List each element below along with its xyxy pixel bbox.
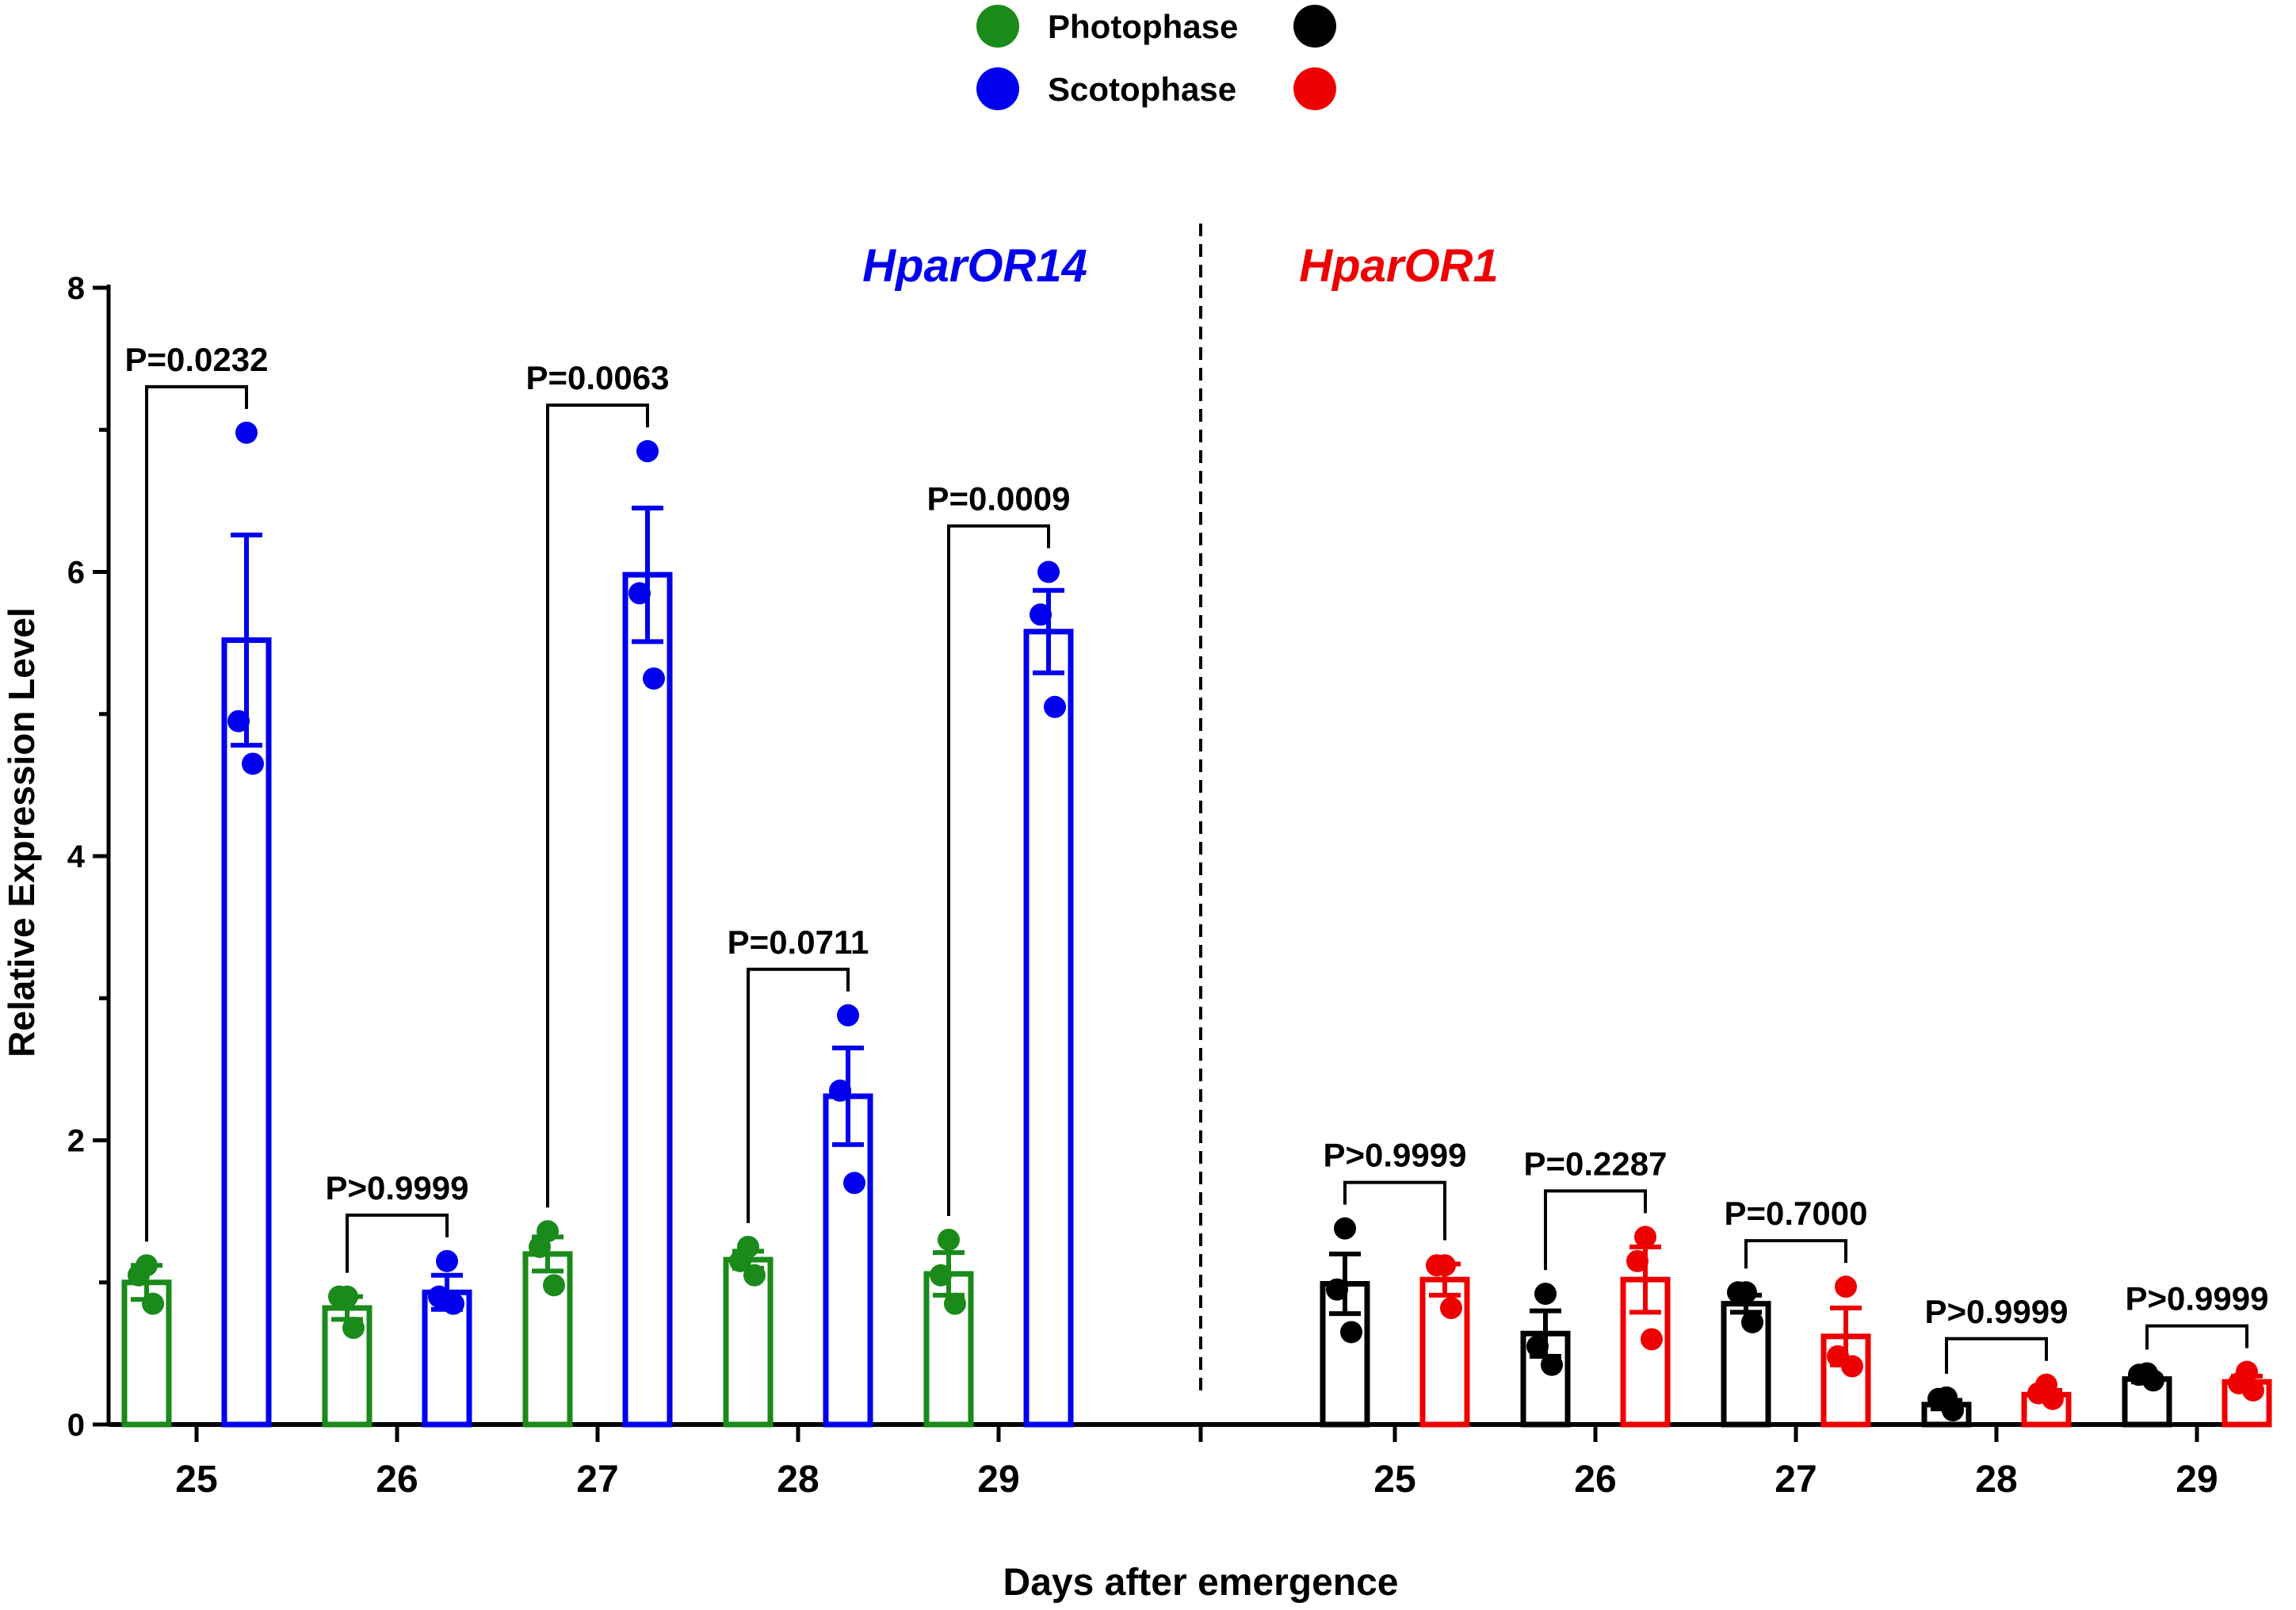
p-value-label: P=0.0063 [525, 359, 669, 396]
significance-bracket [2145, 1324, 2248, 1350]
p-value-label: P>0.9999 [2125, 1280, 2268, 1317]
photophase-point [543, 1274, 565, 1297]
scotophase-point [227, 709, 250, 732]
photophase-point [529, 1235, 551, 1258]
scotophase-point [1835, 1275, 1857, 1298]
photophase-point [938, 1228, 960, 1251]
x-axis-label: Days after emergence [1003, 1562, 1399, 1604]
scotophase-point [829, 1079, 851, 1102]
bar-groups: HparOR14 P=0.0232 25 P>0.9999 26 P=0.0063 27 P=… [121, 240, 2272, 1501]
photophase-point [1534, 1283, 1557, 1306]
y-axis-label: Relative Expression Level [1, 607, 42, 1057]
scotophase-point [1641, 1328, 1663, 1351]
gene-title: HparOR14 [862, 240, 1087, 292]
y-tick-label: 4 [67, 839, 86, 874]
gene-group: HparOR14 P=0.0232 25 P>0.9999 26 P=0.0063 27 P=… [121, 240, 1087, 1501]
significance-bracket [546, 403, 649, 1208]
scotophase-point [837, 1004, 859, 1027]
x-tick-label: 26 [376, 1459, 418, 1501]
scotophase-point [442, 1292, 464, 1315]
legend-marker [1293, 5, 1336, 48]
scotophase-point [242, 752, 264, 775]
photophase-point [142, 1292, 164, 1315]
scotophase-point [843, 1172, 865, 1195]
significance-bracket [1544, 1189, 1647, 1271]
scotophase-point [1440, 1297, 1462, 1320]
scotophase-point [1426, 1254, 1448, 1277]
scotophase-point [2042, 1387, 2064, 1410]
photophase-point [1334, 1217, 1356, 1240]
photophase-point [342, 1317, 365, 1340]
x-tick-label: 26 [1574, 1459, 1616, 1501]
p-value-label: P=0.2287 [1523, 1145, 1667, 1182]
x-tick-label: 27 [1775, 1459, 1817, 1501]
scotophase-point [1841, 1355, 1863, 1378]
legend-marker [976, 5, 1019, 48]
photophase-point [1741, 1310, 1763, 1333]
legend-label: Photophase [1048, 8, 1238, 45]
photophase-point [1541, 1353, 1563, 1376]
significance-bracket [747, 967, 850, 1223]
photophase-point [1526, 1335, 1549, 1358]
gene-group: HparOR1 P>0.9999 25 P=0.2287 26 P=0.7000 27 P>0… [1299, 240, 2272, 1501]
photophase-point [1340, 1321, 1362, 1344]
p-value-label: P=0.0232 [124, 341, 268, 378]
scotophase-point [643, 667, 665, 690]
scotophase-point [1634, 1226, 1656, 1249]
photophase-point [1326, 1278, 1348, 1301]
photophase-point [1942, 1399, 1964, 1422]
photophase-point [729, 1249, 751, 1272]
x-tick-label: 25 [175, 1459, 217, 1501]
x-tick-label: 25 [1373, 1459, 1415, 1501]
p-value-label: P>0.9999 [1323, 1137, 1466, 1174]
x-tick-label: 29 [2176, 1459, 2218, 1501]
photophase-point [328, 1285, 350, 1308]
scotophase-point [636, 440, 659, 463]
scotophase-point [436, 1249, 458, 1272]
p-value-label: P>0.9999 [325, 1169, 468, 1207]
significance-bracket [1343, 1180, 1446, 1241]
significance-bracket [346, 1213, 449, 1273]
y-tick-label: 6 [67, 556, 85, 591]
y-tick-label: 8 [67, 271, 85, 306]
significance-bracket [1945, 1337, 2048, 1374]
photophase-point [2142, 1369, 2164, 1392]
scotophase-bar [622, 572, 673, 1428]
y-tick-label: 2 [67, 1124, 85, 1159]
photophase-point [743, 1264, 766, 1287]
scotophase-point [1030, 603, 1052, 626]
x-tick-label: 28 [777, 1459, 819, 1501]
axes: 0 2 4 6 8 [67, 224, 2267, 1443]
legend: Photophase Scotophase [976, 5, 1336, 110]
photophase-point [128, 1264, 150, 1287]
p-value-label: P=0.0711 [728, 924, 869, 961]
legend-marker [976, 67, 1019, 110]
x-tick-label: 29 [977, 1459, 1019, 1501]
significance-bracket [145, 384, 248, 1242]
legend-marker [1293, 67, 1336, 110]
scotophase-point [235, 421, 258, 444]
photophase-point [930, 1264, 952, 1287]
photophase-point [1727, 1281, 1749, 1304]
scotophase-point [628, 582, 651, 605]
x-tick-label: 28 [1975, 1459, 2017, 1501]
photophase-point [944, 1292, 966, 1315]
significance-bracket [947, 524, 1050, 1216]
scotophase-bar [1023, 629, 1074, 1428]
scotophase-point [1626, 1249, 1648, 1272]
p-value-label: P=0.7000 [1724, 1195, 1867, 1232]
gene-title: HparOR1 [1299, 240, 1498, 292]
significance-bracket [1744, 1239, 1847, 1269]
p-value-label: P>0.9999 [1924, 1293, 2068, 1330]
x-tick-label: 27 [576, 1459, 618, 1501]
scotophase-point [1044, 695, 1066, 718]
p-value-label: P=0.0009 [926, 480, 1070, 518]
y-tick-label: 0 [67, 1408, 85, 1443]
legend-label: Scotophase [1048, 71, 1236, 108]
scotophase-point [1037, 560, 1060, 583]
scotophase-point [2242, 1379, 2264, 1402]
